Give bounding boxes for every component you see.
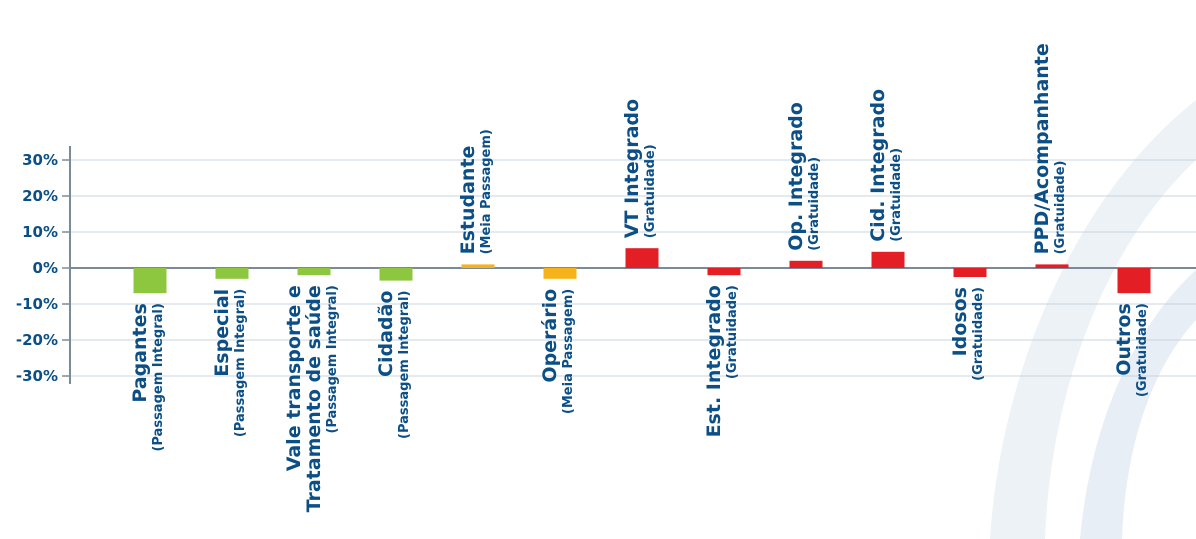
category-label: Especial (Passagem Integral) — [211, 289, 248, 437]
category-name: Cid. Integrado — [867, 89, 889, 242]
category-name: Outros — [1113, 303, 1135, 376]
category-subtitle: (Passagem Integral) — [151, 303, 166, 451]
bar — [1117, 268, 1151, 294]
y-tick-label: 20% — [22, 187, 58, 205]
bar — [215, 268, 249, 279]
category-label: Operário (Meia Passagem) — [539, 289, 576, 414]
category-name: Vale transporte e — [283, 285, 305, 471]
category-subtitle: (Gratuidade) — [725, 285, 740, 379]
category-subtitle: (Passagem Integral) — [233, 289, 248, 437]
bar — [625, 248, 659, 268]
category-label: VT Integrado (Gratuidade) — [621, 99, 658, 238]
bar — [379, 268, 413, 281]
bar — [297, 268, 331, 276]
bar — [953, 268, 987, 277]
category-subtitle: (Gratuidade) — [1135, 303, 1150, 397]
category-label: Outros (Gratuidade) — [1113, 303, 1150, 397]
category-subtitle: (Meia Passagem) — [561, 289, 576, 414]
category-name: Estudante — [457, 146, 479, 255]
category-subtitle: (Meia Passagem) — [479, 129, 494, 254]
category-subtitle: (Passagem Integral) — [397, 291, 412, 439]
category-name: PPD/Acompanhante — [1031, 43, 1053, 254]
category-name: Pagantes — [129, 303, 151, 402]
category-name: Tratamento de saúde — [303, 285, 325, 512]
background-swoosh — [990, 100, 1196, 539]
category-name: Op. Integrado — [785, 102, 807, 251]
category-subtitle: (Passagem Integral) — [325, 285, 340, 433]
category-label: Est. Integrado (Gratuidade) — [703, 285, 740, 437]
category-name: Est. Integrado — [703, 285, 725, 437]
y-tick-label: -20% — [16, 331, 58, 349]
category-subtitle: (Gratuidade) — [807, 157, 822, 251]
category-name: Cidadão — [375, 291, 397, 377]
y-tick-label: 10% — [22, 223, 58, 241]
y-tick-label: -10% — [16, 295, 58, 313]
category-name: Idosos — [949, 287, 971, 356]
category-label: Estudante (Meia Passagem) — [457, 129, 494, 254]
category-subtitle: (Gratuidade) — [1053, 161, 1068, 255]
category-label: Idosos (Gratuidade) — [949, 287, 986, 381]
category-label: Op. Integrado (Gratuidade) — [785, 102, 822, 251]
category-subtitle: (Gratuidade) — [889, 148, 904, 242]
category-name: Especial — [211, 289, 233, 377]
bar — [1035, 264, 1069, 268]
category-subtitle: (Gratuidade) — [971, 287, 986, 381]
category-subtitle: (Gratuidade) — [643, 144, 658, 238]
bar — [707, 268, 741, 276]
bar — [461, 264, 495, 268]
category-label: Cid. Integrado (Gratuidade) — [867, 89, 904, 242]
category-label: PPD/Acompanhante (Gratuidade) — [1031, 43, 1068, 254]
y-tick-label: 0% — [33, 259, 58, 277]
category-label: Cidadão (Passagem Integral) — [375, 291, 412, 439]
category-name: Operário — [539, 289, 561, 383]
bar — [133, 268, 167, 294]
bar — [871, 251, 905, 268]
y-tick-label: 30% — [22, 151, 58, 169]
category-label: Pagantes (Passagem Integral) — [129, 303, 166, 451]
bar — [789, 260, 823, 268]
category-name: VT Integrado — [621, 99, 643, 238]
y-tick-label: -30% — [16, 367, 58, 385]
bar — [543, 268, 577, 279]
